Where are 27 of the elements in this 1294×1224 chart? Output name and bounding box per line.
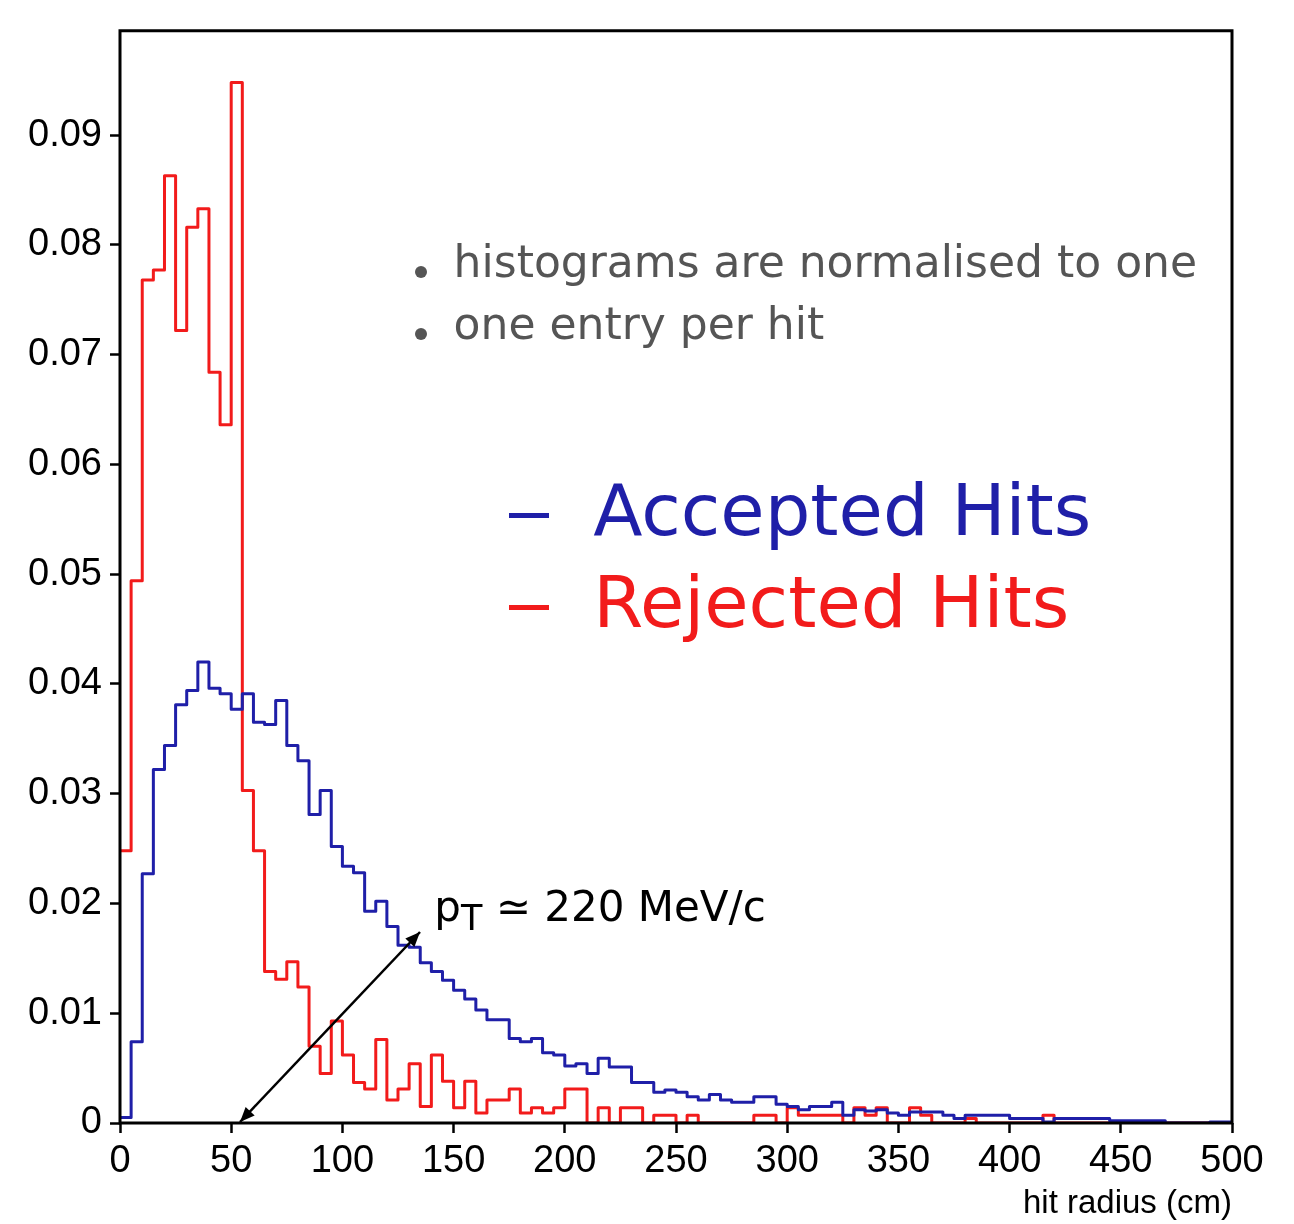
y-tick-label: 0 (80, 1099, 102, 1142)
x-tick-label: 250 (644, 1138, 708, 1181)
x-tick-label: 200 (533, 1138, 597, 1181)
x-tick-label: 0 (109, 1138, 131, 1181)
legend-label: Rejected Hits (593, 559, 1070, 644)
x-tick-label: 50 (210, 1138, 253, 1181)
x-tick-label: 450 (1089, 1138, 1153, 1181)
annotation: p$_{T}$ ≃ 220 MeV/c (434, 881, 766, 939)
annotation: histograms are normalised to one (453, 235, 1198, 287)
y-tick-label: 0.02 (28, 879, 102, 922)
y-tick-label: 0.04 (28, 660, 102, 703)
y-tick-label: 0.09 (28, 111, 102, 154)
y-tick-label: 0.03 (28, 770, 102, 813)
y-tick-label: 0.05 (28, 550, 102, 593)
annotation: one entry per hit (453, 297, 825, 349)
y-tick-label: 0.06 (28, 440, 102, 483)
x-tick-label: 400 (977, 1138, 1042, 1181)
x-tick-label: 100 (310, 1138, 375, 1181)
y-tick-label: 0.01 (28, 989, 102, 1032)
x-tick-label: 300 (755, 1138, 819, 1181)
y-tick-label: 0.08 (28, 221, 102, 264)
legend-label: Accepted Hits (593, 467, 1092, 552)
x-tick-label: 350 (866, 1138, 931, 1181)
x-tick-label: 500 (1200, 1138, 1264, 1181)
x-axis-title: hit radius (cm) (1022, 1183, 1232, 1221)
x-tick-label: 150 (421, 1138, 486, 1181)
y-tick-label: 0.07 (28, 331, 102, 374)
